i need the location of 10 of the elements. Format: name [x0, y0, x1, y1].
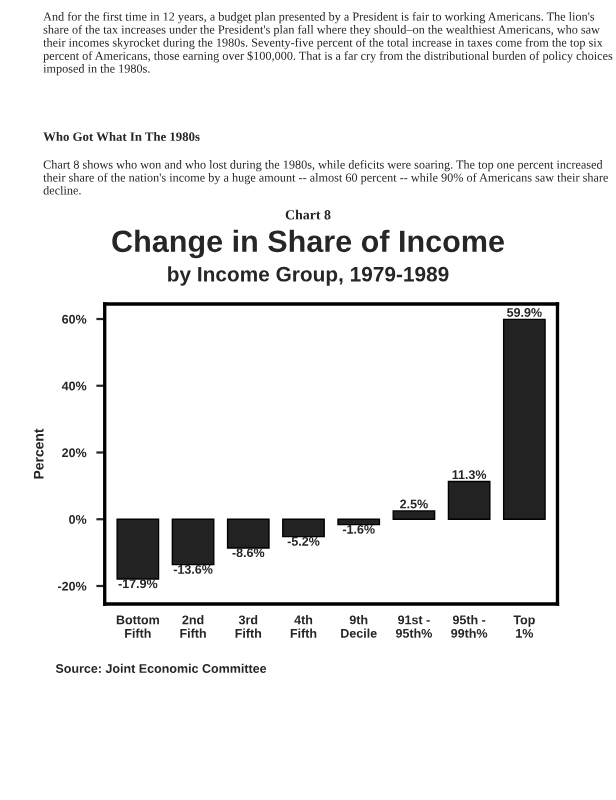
- bar: [116, 518, 160, 580]
- chart-subtitle: by Income Group, 1979-1989: [168, 266, 449, 286]
- bar: [226, 518, 270, 549]
- bar: [502, 318, 546, 520]
- bar: [392, 510, 436, 520]
- bar: [337, 518, 381, 526]
- bar: [282, 518, 325, 538]
- bar: [171, 518, 215, 566]
- chart-title: Change in Share of Income: [112, 229, 504, 259]
- bar: [447, 480, 491, 520]
